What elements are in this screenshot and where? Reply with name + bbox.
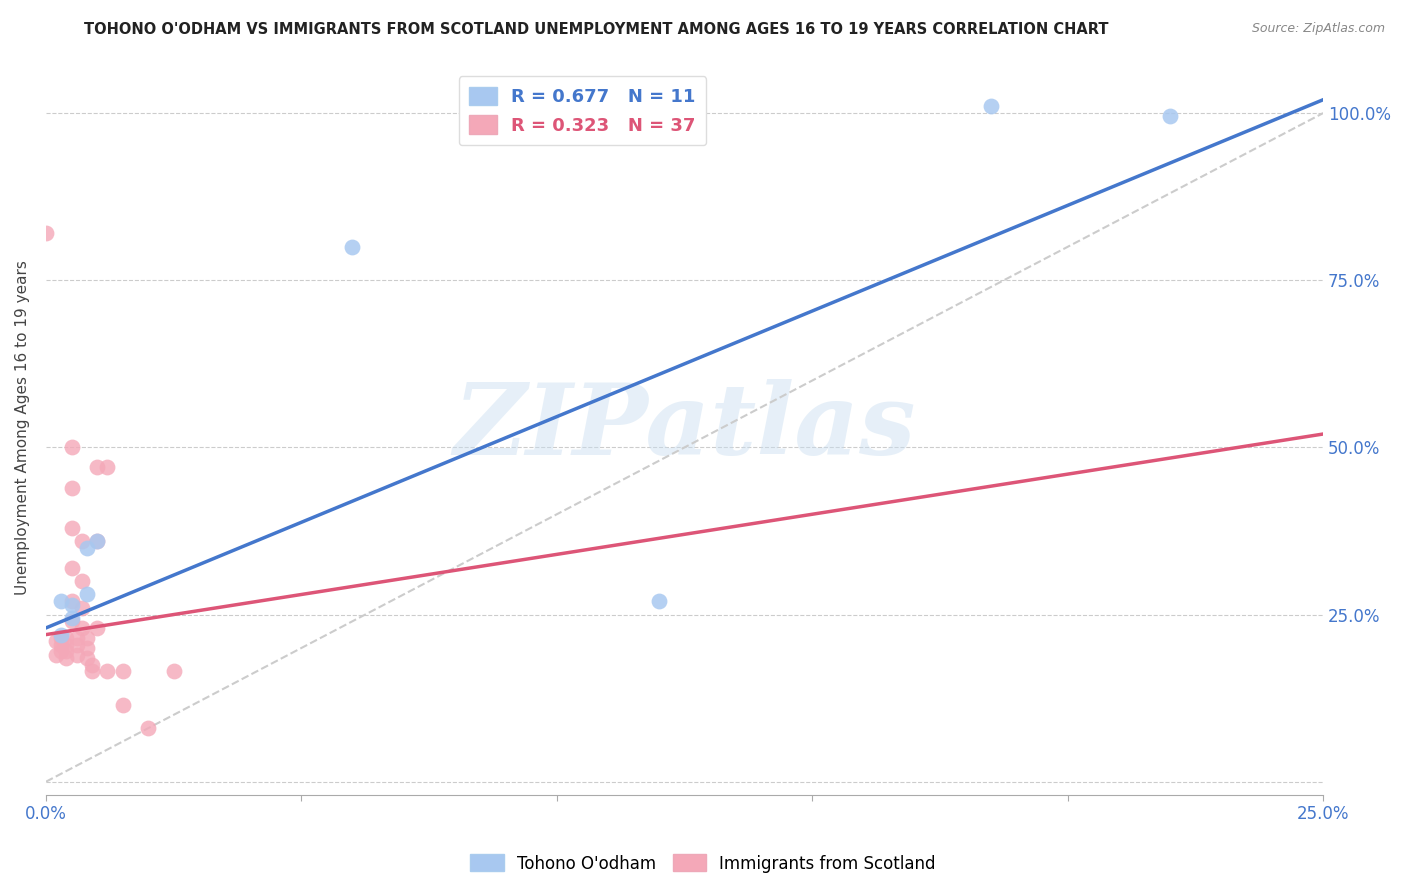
Point bbox=[60, 598, 83, 612]
Point bbox=[60, 481, 83, 495]
Point bbox=[76, 651, 98, 665]
Point bbox=[35, 227, 58, 241]
Point bbox=[76, 640, 98, 655]
Point bbox=[55, 631, 77, 645]
Point bbox=[70, 574, 93, 588]
Point bbox=[342, 240, 364, 254]
Text: Source: ZipAtlas.com: Source: ZipAtlas.com bbox=[1251, 22, 1385, 36]
Point bbox=[70, 600, 93, 615]
Legend: R = 0.677   N = 11, R = 0.323   N = 37: R = 0.677 N = 11, R = 0.323 N = 37 bbox=[458, 76, 706, 145]
Point bbox=[55, 644, 77, 658]
Point bbox=[51, 644, 73, 658]
Point bbox=[111, 665, 134, 679]
Point bbox=[76, 631, 98, 645]
Point bbox=[86, 533, 108, 548]
Point bbox=[980, 99, 1002, 113]
Point bbox=[51, 594, 73, 608]
Point bbox=[96, 460, 118, 475]
Point bbox=[60, 594, 83, 608]
Point bbox=[648, 594, 671, 608]
Point bbox=[136, 721, 159, 735]
Point bbox=[55, 651, 77, 665]
Point bbox=[45, 648, 67, 662]
Point bbox=[76, 587, 98, 601]
Point bbox=[55, 638, 77, 652]
Point bbox=[51, 631, 73, 645]
Point bbox=[70, 533, 93, 548]
Legend: Tohono O'odham, Immigrants from Scotland: Tohono O'odham, Immigrants from Scotland bbox=[464, 847, 942, 880]
Point bbox=[163, 665, 186, 679]
Point bbox=[51, 638, 73, 652]
Point bbox=[96, 665, 118, 679]
Text: ZIPatlas: ZIPatlas bbox=[453, 379, 915, 475]
Y-axis label: Unemployment Among Ages 16 to 19 years: Unemployment Among Ages 16 to 19 years bbox=[15, 260, 30, 595]
Point bbox=[80, 665, 103, 679]
Point bbox=[86, 533, 108, 548]
Point bbox=[76, 541, 98, 555]
Point bbox=[60, 560, 83, 574]
Text: TOHONO O'ODHAM VS IMMIGRANTS FROM SCOTLAND UNEMPLOYMENT AMONG AGES 16 TO 19 YEAR: TOHONO O'ODHAM VS IMMIGRANTS FROM SCOTLA… bbox=[84, 22, 1109, 37]
Point bbox=[65, 648, 87, 662]
Point bbox=[60, 441, 83, 455]
Point bbox=[80, 657, 103, 672]
Point bbox=[111, 698, 134, 712]
Point bbox=[65, 631, 87, 645]
Point bbox=[60, 614, 83, 628]
Point bbox=[60, 611, 83, 625]
Point bbox=[86, 460, 108, 475]
Point bbox=[1159, 110, 1181, 124]
Point bbox=[45, 634, 67, 648]
Point bbox=[86, 621, 108, 635]
Point bbox=[60, 521, 83, 535]
Point bbox=[65, 638, 87, 652]
Point bbox=[70, 621, 93, 635]
Point bbox=[51, 627, 73, 641]
